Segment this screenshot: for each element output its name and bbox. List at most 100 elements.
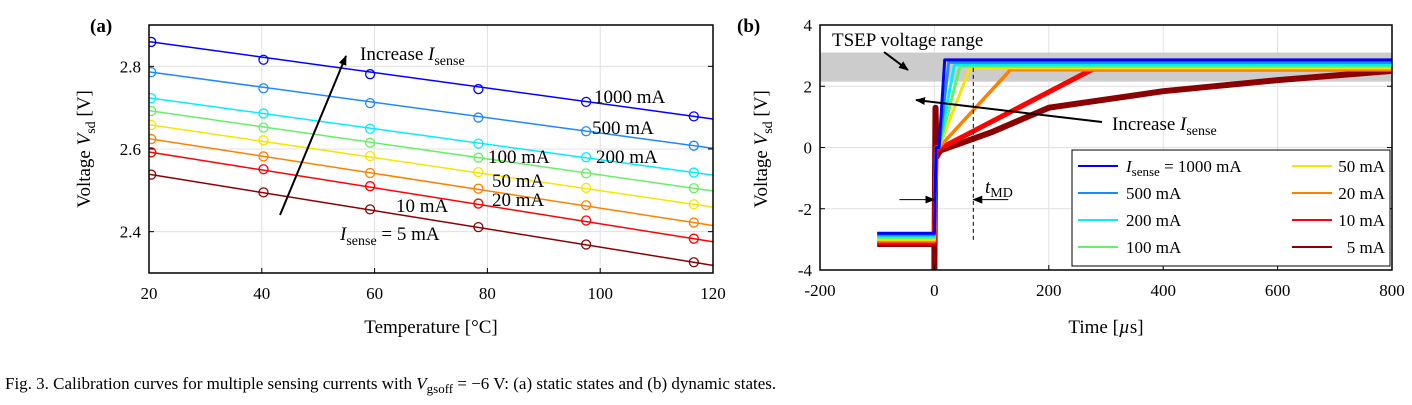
legend-entry: 5 mA: [1292, 238, 1386, 257]
y-tick-label: 2.8: [120, 57, 141, 76]
chart-a-series: [149, 36, 713, 268]
data-point-marker: [473, 138, 484, 149]
label-50ma: 50 mA: [492, 171, 545, 192]
x-tick-label: 800: [1379, 281, 1405, 300]
increase-label-a: Increase Isense: [360, 44, 465, 69]
label-5ma: Isense = 5 mA: [339, 224, 440, 249]
data-point-marker: [258, 135, 269, 146]
data-point-marker: [688, 217, 699, 228]
fit-line: [149, 40, 713, 120]
label-20ma: 20 mA: [492, 190, 545, 211]
data-point-marker: [473, 198, 484, 209]
data-point-marker: [258, 108, 269, 119]
data-point-marker: [364, 137, 376, 148]
chart-a-xlabel: Temperature [°C]: [364, 317, 497, 338]
data-point-marker: [149, 147, 157, 158]
y-tick-label: 2.4: [120, 223, 142, 242]
data-point-marker: [258, 54, 269, 65]
y-tick-label: 2: [804, 77, 813, 96]
chart-b-series: [877, 58, 1392, 270]
legend-label: 50 mA: [1338, 157, 1385, 176]
x-tick-label: 20: [141, 284, 158, 303]
y-tick-label: 4: [804, 16, 813, 35]
chart-b-ylabel: Voltage Vsd [V]: [751, 90, 776, 208]
fit-line: [149, 123, 713, 208]
data-point-marker: [364, 150, 376, 162]
x-tick-label: 120: [700, 284, 726, 303]
series-1000ma: [149, 36, 713, 122]
legend-entry: 500 mA: [1078, 184, 1182, 203]
x-tick-label: 60: [366, 284, 383, 303]
data-point-marker: [473, 83, 484, 95]
increase-arrow-b: [915, 97, 1103, 123]
data-point-marker: [364, 97, 376, 109]
data-point-marker: [149, 66, 157, 78]
tmd-marker: [899, 67, 1009, 243]
data-point-marker: [688, 183, 699, 194]
data-point-marker: [688, 111, 699, 122]
data-point-marker: [580, 168, 592, 179]
data-point-marker: [149, 133, 157, 145]
data-point-marker: [580, 239, 592, 250]
data-point-marker: [580, 126, 592, 137]
tsep-range-label: TSEP voltage range: [832, 30, 983, 51]
data-point-marker: [688, 140, 699, 151]
data-point-marker: [688, 257, 699, 268]
x-tick-label: 40: [253, 284, 270, 303]
series-50ma: [149, 119, 713, 210]
chart-b-xlabel: Time [µs]: [1068, 317, 1143, 338]
data-point-marker: [258, 83, 269, 94]
fit-line: [149, 109, 713, 192]
chart-a: 20 40 60 80 100 120 2.4 2.6 2.8 (a) Temperature …: [74, 16, 726, 338]
data-point-marker: [258, 151, 269, 162]
data-point-marker: [364, 69, 376, 80]
y-tick-label: 2.6: [120, 140, 141, 159]
data-point-marker: [149, 169, 157, 180]
tsep-arrow: [883, 51, 909, 71]
data-point-marker: [688, 233, 699, 244]
legend-label: 5 mA: [1347, 238, 1386, 257]
label-10ma: 10 mA: [396, 196, 449, 217]
legend-label: 100 mA: [1126, 238, 1182, 257]
data-point-marker: [580, 215, 592, 226]
legend-label: 10 mA: [1338, 211, 1385, 230]
fit-line: [149, 151, 713, 243]
data-point-marker: [473, 221, 484, 233]
x-tick-label: 200: [1036, 281, 1062, 300]
series-10ma: [149, 147, 713, 244]
panel-label-a: (a): [90, 16, 112, 37]
figure-caption: Fig. 3. Calibration curves for multiple …: [5, 374, 776, 396]
data-point-marker: [580, 182, 592, 194]
data-point-marker: [473, 183, 484, 194]
increase-label-b: Increase Isense: [1112, 114, 1217, 139]
legend-entry: 200 mA: [1078, 211, 1182, 230]
series-500ma: [149, 66, 713, 151]
x-tick-label: -200: [804, 281, 835, 300]
x-tick-label: 600: [1265, 281, 1291, 300]
data-point-marker: [580, 200, 592, 211]
data-point-marker: [364, 123, 376, 134]
data-point-marker: [364, 204, 376, 215]
data-point-marker: [149, 105, 157, 117]
chart-b-legend: Isense = 1000 mA 500 mA 200 mA 100 mA 50 mA 2…: [1071, 149, 1391, 267]
y-tick-label: -4: [798, 261, 813, 280]
data-point-marker: [473, 166, 484, 178]
data-point-marker: [688, 199, 699, 210]
legend-entry: Isense = 1000 mA: [1078, 157, 1242, 179]
chart-b: -200 0 200 400 600 800 -4 -2 0 2 4 (b) Time [µs] V…: [737, 16, 1405, 338]
data-point-marker: [580, 152, 592, 163]
chart-b-ticks: -200 0 200 400 600 800 -4 -2 0 2 4: [798, 16, 1405, 300]
data-point-marker: [258, 164, 269, 175]
series-200ma: [149, 93, 713, 178]
legend-label: Isense = 1000 mA: [1125, 157, 1242, 179]
data-point-marker: [580, 96, 592, 108]
x-tick-label: 400: [1150, 281, 1176, 300]
label-200ma: 200 mA: [596, 147, 658, 168]
y-tick-label: -2: [798, 200, 812, 219]
legend-entry: 100 mA: [1078, 238, 1182, 257]
label-500ma: 500 mA: [592, 118, 654, 139]
fit-line: [149, 173, 713, 267]
series-1000ma: [877, 58, 1392, 235]
fit-line: [149, 71, 713, 150]
legend-box: [1071, 149, 1391, 267]
